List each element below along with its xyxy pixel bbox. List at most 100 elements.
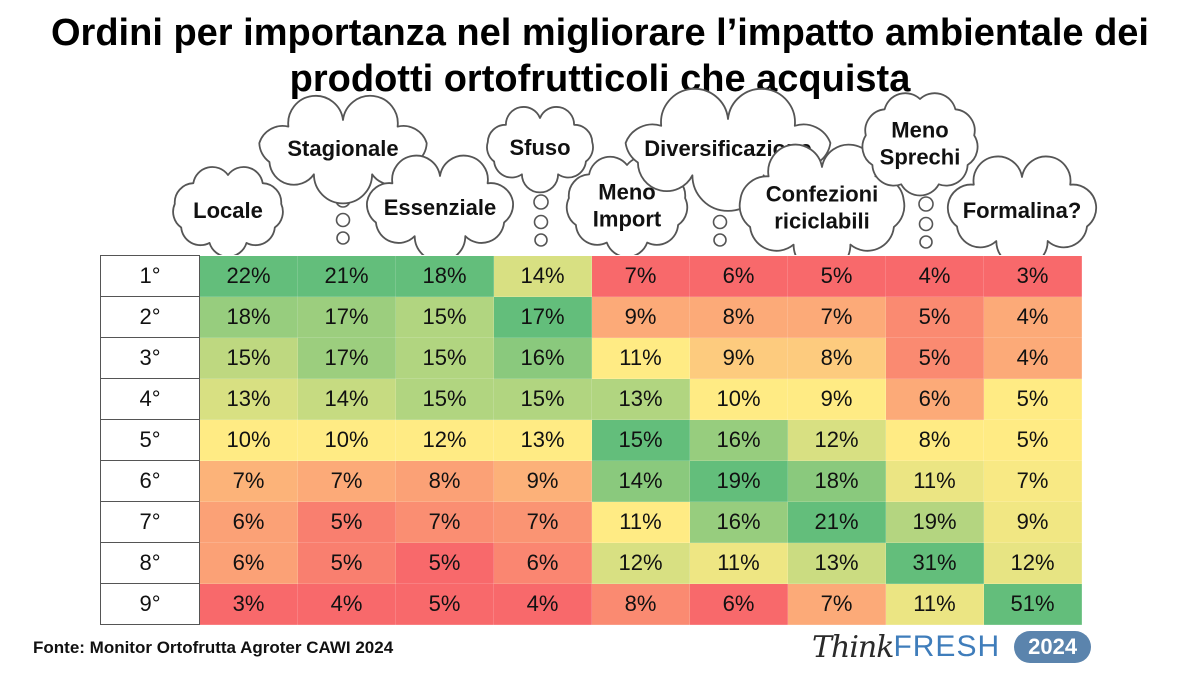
heatmap-cell: 11% xyxy=(591,337,690,379)
column-header-label: Confezioni xyxy=(766,182,878,207)
heatmap-cell: 8% xyxy=(395,460,494,502)
heatmap-cell: 14% xyxy=(493,255,592,297)
heatmap-cell: 15% xyxy=(199,337,298,379)
column-header-cloud: Sfuso xyxy=(486,106,594,194)
thought-bubble-dot xyxy=(534,233,548,247)
heatmap-cell: 4% xyxy=(885,255,984,297)
heatmap-cell: 17% xyxy=(493,296,592,338)
brand-year-badge: 2024 xyxy=(1014,631,1092,663)
heatmap-cell: 5% xyxy=(983,419,1082,461)
heatmap-cell: 13% xyxy=(591,378,690,420)
rank-label: 4° xyxy=(100,378,200,420)
heatmap-cell: 13% xyxy=(199,378,298,420)
heatmap-cell: 7% xyxy=(395,501,494,543)
heatmap-cell: 18% xyxy=(787,460,886,502)
heatmap-cell: 6% xyxy=(493,542,592,584)
heatmap-cell: 4% xyxy=(493,583,592,625)
thought-bubble-dot xyxy=(533,214,549,230)
heatmap-cell: 12% xyxy=(591,542,690,584)
heatmap-cell: 8% xyxy=(787,337,886,379)
heatmap-cell: 8% xyxy=(885,419,984,461)
heatmap-cell: 5% xyxy=(983,378,1082,420)
rank-label: 1° xyxy=(100,255,200,297)
heatmap-cell: 21% xyxy=(787,501,886,543)
heatmap-cell: 51% xyxy=(983,583,1082,625)
heatmap-cell: 3% xyxy=(983,255,1082,297)
cloud-shape xyxy=(366,154,514,255)
heatmap-cell: 5% xyxy=(297,501,396,543)
heatmap-cell: 15% xyxy=(493,378,592,420)
heatmap-cell: 13% xyxy=(787,542,886,584)
rank-label: 7° xyxy=(100,501,200,543)
cloud-shape xyxy=(861,92,979,197)
thought-bubble-dot xyxy=(918,196,934,212)
heatmap-cell: 5% xyxy=(787,255,886,297)
source-note: Fonte: Monitor Ortofrutta Agroter CAWI 2… xyxy=(33,638,394,657)
chart-title: Ordini per importanza nel migliorare l’i… xyxy=(0,10,1200,102)
heatmap-cell: 17% xyxy=(297,337,396,379)
column-header-label: Stagionale xyxy=(287,136,398,161)
heatmap-cell: 8% xyxy=(591,583,690,625)
heatmap-row: 9° 3% 4% 5% 4% 8% 6% 7% 11% 51% xyxy=(100,583,1082,625)
heatmap-cell: 9% xyxy=(493,460,592,502)
heatmap-cell: 7% xyxy=(787,583,886,625)
rank-label: 9° xyxy=(100,583,200,625)
column-header-label: Sfuso xyxy=(509,135,570,160)
column-header-label: Import xyxy=(593,207,662,232)
thought-bubble-dot xyxy=(533,194,549,210)
heatmap-cell: 10% xyxy=(297,419,396,461)
heatmap-cell: 6% xyxy=(199,501,298,543)
column-header-cloud: Formalina? xyxy=(946,155,1098,255)
thought-bubble-dot xyxy=(335,212,351,228)
heatmap-cell: 12% xyxy=(395,419,494,461)
heatmap-row: 6° 7% 7% 8% 9% 14% 19% 18% 11% 7% xyxy=(100,460,1082,502)
column-header-cloud: Essenziale xyxy=(366,154,514,255)
column-header-label: Formalina? xyxy=(963,198,1082,223)
heatmap-cell: 8% xyxy=(689,296,788,338)
heatmap-row: 8° 6% 5% 5% 6% 12% 11% 13% 31% 12% xyxy=(100,542,1082,584)
thought-bubble-dot xyxy=(712,214,728,230)
cloud-shape xyxy=(258,94,428,205)
rank-label: 2° xyxy=(100,296,200,338)
cloud-shape xyxy=(172,166,284,255)
heatmap-cell: 4% xyxy=(297,583,396,625)
heatmap-cell: 11% xyxy=(689,542,788,584)
brand-think: Think xyxy=(812,629,894,665)
heatmap-cell: 5% xyxy=(395,583,494,625)
heatmap-cell: 12% xyxy=(787,419,886,461)
cloud-shape xyxy=(486,106,594,194)
heatmap-cell: 10% xyxy=(689,378,788,420)
heatmap-cell: 21% xyxy=(297,255,396,297)
column-header-cloud: Stagionale xyxy=(258,94,428,205)
thought-bubble-dot xyxy=(336,231,350,245)
heatmap-row: 7° 6% 5% 7% 7% 11% 16% 21% 19% 9% xyxy=(100,501,1082,543)
heatmap-cell: 16% xyxy=(493,337,592,379)
heatmap-cell: 31% xyxy=(885,542,984,584)
heatmap-cell: 10% xyxy=(199,419,298,461)
heatmap-cell: 22% xyxy=(199,255,298,297)
brand-fresh: FRESH xyxy=(893,630,1001,663)
heatmap-cell: 19% xyxy=(689,460,788,502)
heatmap-cell: 7% xyxy=(493,501,592,543)
rank-label: 8° xyxy=(100,542,200,584)
heatmap-cell: 5% xyxy=(395,542,494,584)
column-header-label: Locale xyxy=(193,198,263,223)
column-header-label: Meno xyxy=(891,118,948,143)
heatmap-cell: 6% xyxy=(689,583,788,625)
heatmap-cell: 14% xyxy=(297,378,396,420)
column-header-cloud: Locale xyxy=(172,166,284,255)
heatmap-cell: 6% xyxy=(199,542,298,584)
heatmap-cell: 5% xyxy=(885,296,984,338)
heatmap-cell: 7% xyxy=(787,296,886,338)
heatmap-cell: 3% xyxy=(199,583,298,625)
heatmap-cell: 15% xyxy=(395,337,494,379)
rank-label: 3° xyxy=(100,337,200,379)
thought-bubble-dot xyxy=(919,235,933,249)
heatmap-cell: 16% xyxy=(689,419,788,461)
heatmap-cell: 17% xyxy=(297,296,396,338)
rank-label: 6° xyxy=(100,460,200,502)
thought-bubble-dot xyxy=(918,216,934,232)
column-header-label: Essenziale xyxy=(384,195,497,220)
cloud-shape xyxy=(946,155,1098,255)
heatmap-cell: 14% xyxy=(591,460,690,502)
